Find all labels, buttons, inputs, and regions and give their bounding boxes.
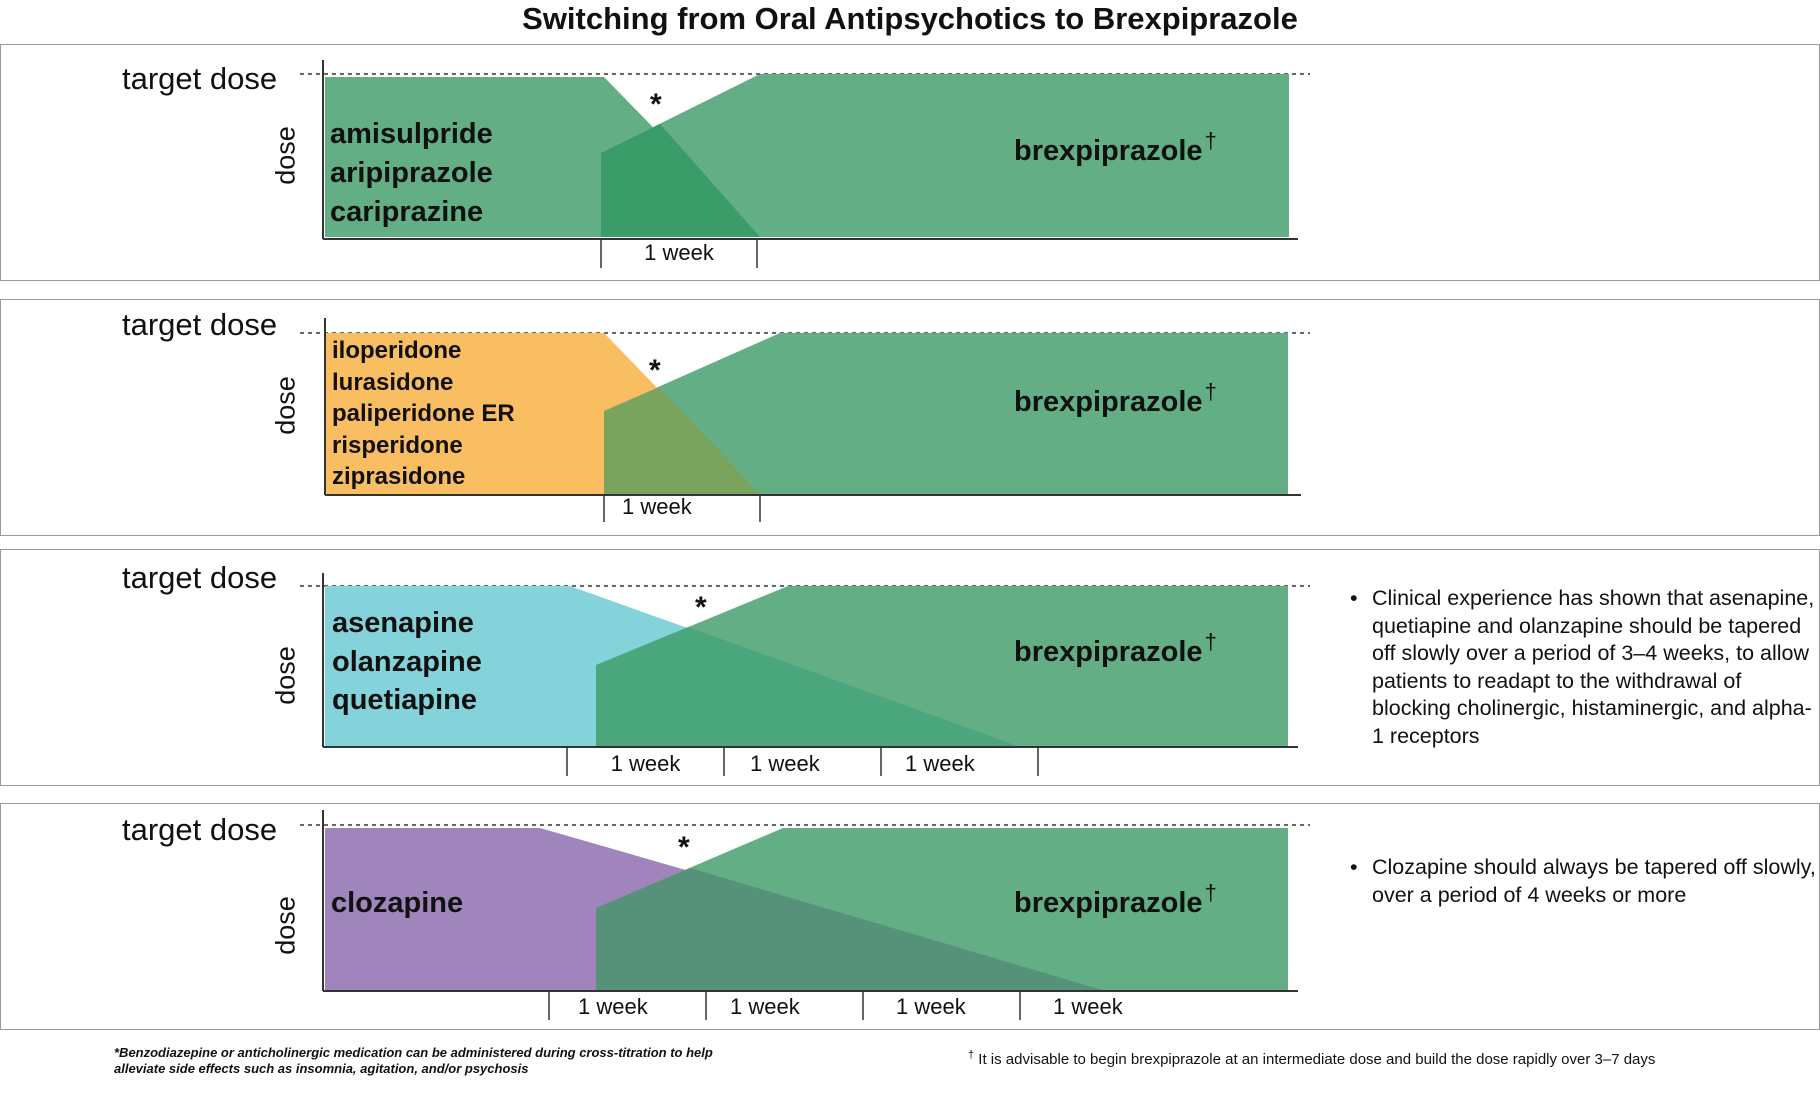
asterisk-mark: * xyxy=(695,591,707,624)
drug-name: quetiapine xyxy=(332,684,478,716)
brexpiprazole-label: brexpiprazole† xyxy=(1014,880,1217,919)
drug-name: aripiprazole xyxy=(330,157,493,189)
week-label: 1 week xyxy=(905,751,975,776)
page-title: Switching from Oral Antipsychotics to Br… xyxy=(522,1,1298,36)
note-group-4: • Clozapine should always be tapered off… xyxy=(1350,854,1820,909)
dose-axis-label: dose xyxy=(270,126,301,185)
dagger-mark: † xyxy=(1204,629,1217,654)
drug-list-group-1: amisulpride aripiprazole cariprazine xyxy=(330,115,493,232)
dagger-mark: † xyxy=(1204,128,1217,153)
bullet-icon: • xyxy=(1350,855,1358,879)
target-dose-label: target dose xyxy=(122,560,278,595)
drug-name: amisulpride xyxy=(330,118,493,150)
drug-list-group-3: asenapine olanzapine quetiapine xyxy=(332,604,482,720)
target-dose-label: target dose xyxy=(122,812,278,847)
drug-name: olanzapine xyxy=(332,645,482,678)
target-dose-label: target dose xyxy=(122,307,278,342)
brexpiprazole-label: brexpiprazole† xyxy=(1014,629,1217,668)
dagger-mark: † xyxy=(1204,880,1217,905)
asterisk-mark: * xyxy=(649,354,661,387)
drug-name: asenapine xyxy=(332,607,474,639)
brexpiprazole-label: brexpiprazole† xyxy=(1014,379,1217,418)
drug-name: paliperidone ER xyxy=(332,400,515,427)
week-label: 1 week xyxy=(610,751,681,776)
drug-name: cariprazine xyxy=(330,196,484,228)
week-label: 1 week xyxy=(730,994,800,1019)
week-label: 1 week xyxy=(644,240,714,265)
dose-axis-label: dose xyxy=(270,376,301,435)
drug-list-group-4: clozapine xyxy=(331,884,463,922)
drug-name: lurasidone xyxy=(332,368,454,396)
brexpiprazole-label: brexpiprazole† xyxy=(1014,128,1217,167)
asterisk-mark: * xyxy=(650,88,662,121)
drug-name: clozapine xyxy=(331,887,464,919)
dose-axis-label: dose xyxy=(270,646,301,705)
week-label: 1 week xyxy=(1053,994,1123,1019)
note-text: Clozapine should always be tapered off s… xyxy=(1372,855,1816,907)
dagger-mark: † xyxy=(968,1049,975,1061)
target-dose-label: target dose xyxy=(122,61,278,96)
note-group-3: • Clinical experience has shown that ase… xyxy=(1350,585,1820,750)
asterisk-mark: * xyxy=(678,831,690,864)
drug-name: risperidone xyxy=(332,431,463,459)
dagger-footnote: † It is advisable to begin brexpiprazole… xyxy=(968,1049,1656,1068)
drug-list-group-2: iloperidone lurasidone paliperidone ER r… xyxy=(332,335,515,493)
week-label: 1 week xyxy=(896,994,966,1019)
bullet-icon: • xyxy=(1350,586,1358,610)
drug-name: ziprasidone xyxy=(332,463,466,490)
note-text: Clinical experience has shown that asena… xyxy=(1372,586,1815,748)
drug-name: iloperidone xyxy=(332,337,462,364)
asterisk-footnote: *Benzodiazepine or anticholinergic medic… xyxy=(114,1045,713,1076)
week-label: 1 week xyxy=(622,494,692,519)
dose-axis-label: dose xyxy=(270,896,301,955)
week-label: 1 week xyxy=(750,751,820,776)
week-label: 1 week xyxy=(578,994,648,1019)
dagger-mark: † xyxy=(1204,379,1217,404)
